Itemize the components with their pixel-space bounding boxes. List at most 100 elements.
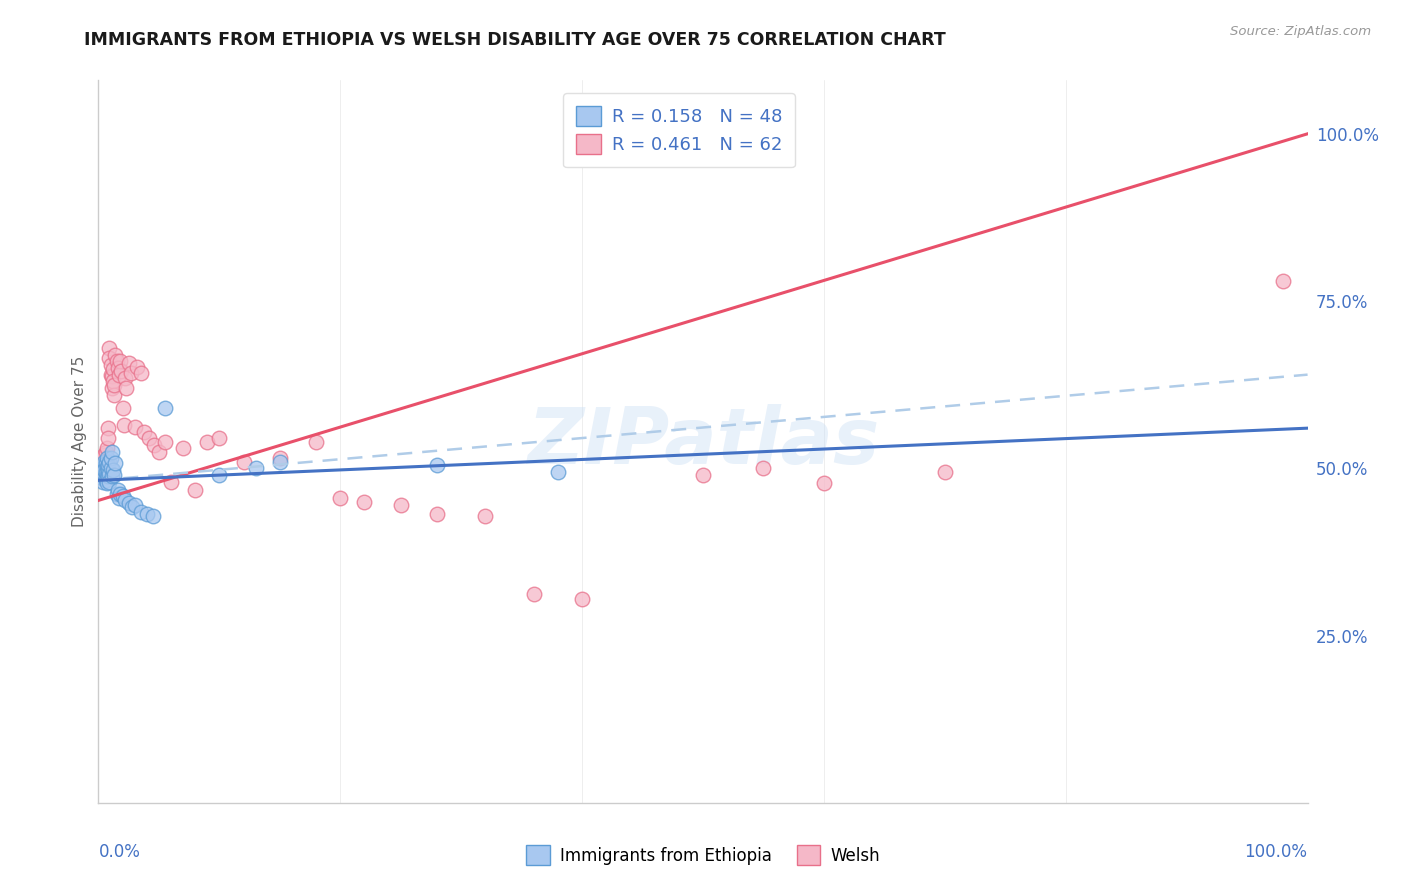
Point <box>96 462 118 476</box>
Point <box>752 461 775 475</box>
Point <box>138 431 160 445</box>
Point <box>118 356 141 370</box>
Point <box>98 455 121 469</box>
Point <box>108 354 131 368</box>
Point <box>98 475 121 489</box>
Point <box>129 366 152 380</box>
Point <box>112 417 135 432</box>
Text: ZIPatlas: ZIPatlas <box>527 403 879 480</box>
Point <box>94 456 117 470</box>
Point <box>143 438 166 452</box>
Point <box>245 461 267 475</box>
Point <box>134 425 156 439</box>
Point <box>1272 274 1295 288</box>
Point <box>91 471 114 485</box>
Point <box>96 476 118 491</box>
Point <box>104 348 127 362</box>
Point <box>120 366 142 380</box>
Point <box>172 442 194 455</box>
Text: IMMIGRANTS FROM ETHIOPIA VS WELSH DISABILITY AGE OVER 75 CORRELATION CHART: IMMIGRANTS FROM ETHIOPIA VS WELSH DISABI… <box>84 31 946 49</box>
Point <box>101 462 124 476</box>
Point <box>91 465 114 479</box>
Point <box>94 473 117 487</box>
Point <box>813 476 835 491</box>
Point <box>934 465 956 479</box>
Point <box>93 455 115 469</box>
Point <box>100 381 122 395</box>
Point <box>103 387 125 401</box>
Point <box>353 494 375 508</box>
Point <box>93 462 115 476</box>
Point <box>91 465 114 479</box>
Point <box>148 444 170 458</box>
Point <box>105 487 128 501</box>
Point <box>523 587 546 601</box>
Point <box>105 354 128 368</box>
Point <box>100 469 122 483</box>
Point <box>103 377 125 392</box>
Point <box>101 375 124 389</box>
Point <box>90 467 112 482</box>
Point <box>426 507 449 521</box>
Point <box>103 467 125 482</box>
Point <box>97 421 120 435</box>
Point <box>135 507 157 521</box>
Point <box>107 361 129 376</box>
Point <box>100 369 122 384</box>
Point <box>104 456 127 470</box>
Text: 0.0%: 0.0% <box>98 843 141 861</box>
Point <box>108 487 131 501</box>
Point <box>547 465 569 479</box>
Text: 100.0%: 100.0% <box>1244 843 1308 861</box>
Point <box>184 483 207 497</box>
Point <box>110 364 132 378</box>
Point <box>96 467 118 482</box>
Point <box>426 458 449 472</box>
Point <box>111 401 134 416</box>
Point <box>329 491 352 506</box>
Point <box>111 489 134 503</box>
Text: Source: ZipAtlas.com: Source: ZipAtlas.com <box>1230 25 1371 38</box>
Point <box>208 467 231 482</box>
Point <box>96 451 118 466</box>
Point <box>121 500 143 514</box>
Point <box>98 341 121 355</box>
Point <box>93 467 115 481</box>
Point <box>305 434 328 449</box>
Point <box>91 475 114 489</box>
Point <box>98 467 121 481</box>
Point <box>571 592 593 607</box>
Point <box>114 493 136 508</box>
Point <box>97 431 120 445</box>
Point <box>124 498 146 512</box>
Point <box>94 465 117 479</box>
Point <box>269 455 291 469</box>
Point <box>124 420 146 434</box>
Point <box>94 456 117 470</box>
Legend: Immigrants from Ethiopia, Welsh: Immigrants from Ethiopia, Welsh <box>517 837 889 873</box>
Point <box>153 434 176 449</box>
Point <box>97 458 120 472</box>
Point <box>127 359 149 374</box>
Point <box>100 368 122 382</box>
Point <box>93 461 115 475</box>
Point <box>91 461 114 475</box>
Point <box>208 431 231 445</box>
Point <box>115 381 138 395</box>
Point <box>97 469 120 483</box>
Point <box>100 461 122 475</box>
Point <box>96 460 118 475</box>
Point <box>100 451 122 466</box>
Point <box>97 462 120 476</box>
Y-axis label: Disability Age Over 75: Disability Age Over 75 <box>72 356 87 527</box>
Point <box>93 469 115 483</box>
Point <box>100 444 122 458</box>
Point <box>100 358 122 372</box>
Point <box>474 509 496 524</box>
Point <box>129 505 152 519</box>
Point <box>101 362 124 376</box>
Point <box>232 455 254 469</box>
Point <box>90 458 112 472</box>
Point <box>96 442 118 455</box>
Point <box>160 475 183 489</box>
